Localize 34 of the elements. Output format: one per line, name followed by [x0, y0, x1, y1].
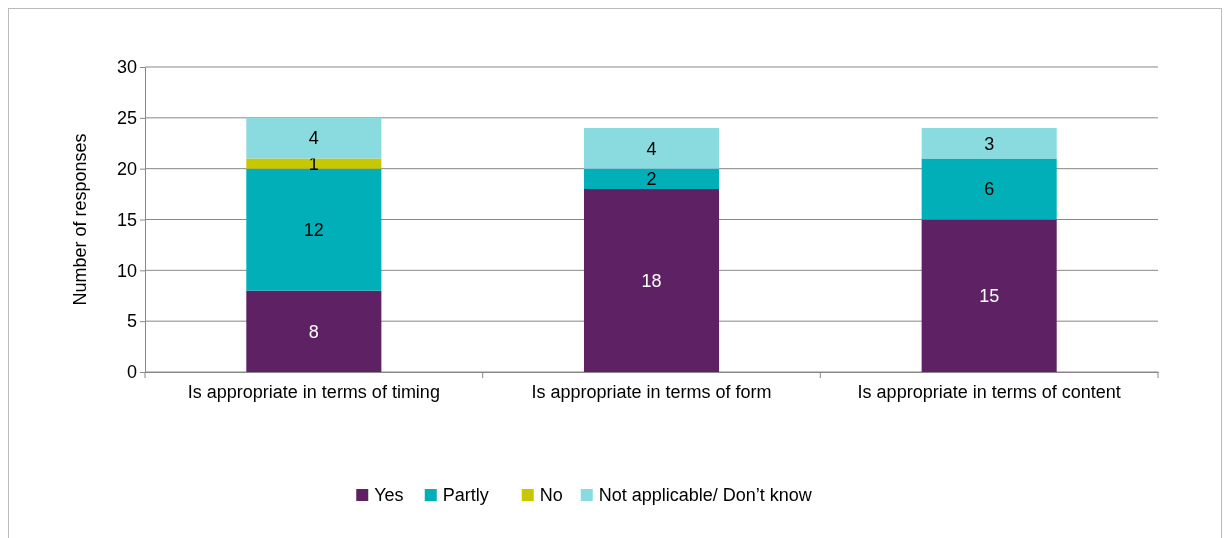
bar — [246, 290, 382, 372]
data-label: 2 — [646, 169, 657, 190]
data-label: 6 — [984, 179, 995, 200]
x-tick-label: Is appropriate in terms of content — [857, 382, 1121, 403]
legend-label: Partly — [442, 485, 489, 506]
bar — [246, 168, 382, 291]
bar — [583, 168, 720, 189]
y-tick-label: 10 — [116, 260, 137, 281]
legend-label: Yes — [374, 485, 404, 506]
bar — [921, 219, 1057, 372]
bar — [921, 158, 1057, 220]
y-tick-label: 5 — [126, 311, 137, 332]
y-tick-label: 15 — [116, 209, 137, 230]
y-tick-label: 0 — [126, 362, 137, 383]
y-tick-label: 25 — [116, 108, 137, 129]
bar — [246, 158, 382, 169]
bar — [921, 128, 1057, 159]
legend-label: No — [539, 485, 563, 506]
x-tick-label: Is appropriate in terms of form — [531, 382, 772, 403]
data-label: 4 — [308, 128, 319, 149]
data-label: 18 — [641, 270, 662, 291]
y-tick-label: 30 — [116, 57, 137, 78]
bar — [583, 189, 720, 372]
legend-label: Not applicable/ Don’t know — [598, 485, 813, 506]
data-label: 12 — [303, 219, 324, 240]
bar — [246, 117, 382, 159]
y-axis-title: Number of responses — [70, 133, 90, 306]
data-label: 15 — [979, 286, 1000, 307]
bar — [583, 128, 720, 169]
x-tick-label: Is appropriate in terms of timing — [187, 382, 440, 403]
data-label: 8 — [308, 321, 319, 342]
data-label: 3 — [984, 133, 995, 154]
y-tick-label: 20 — [116, 158, 137, 179]
data-label: 4 — [646, 138, 657, 159]
